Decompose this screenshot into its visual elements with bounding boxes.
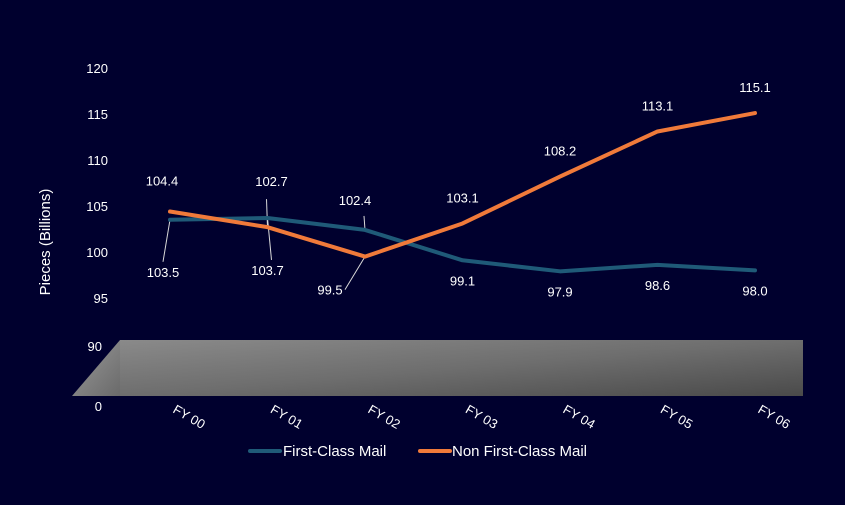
- label-leader-line: [267, 217, 272, 261]
- data-label: 99.5: [317, 283, 342, 298]
- y-tick-label: 120: [86, 61, 108, 76]
- data-label: 113.1: [642, 98, 674, 113]
- legend: First-Class Mail Non First-Class Mail: [248, 443, 587, 460]
- data-label: 98.6: [645, 278, 670, 293]
- x-axis-ticks: FY 00 FY 01 FY 02 FY 03 FY 04 FY 05 FY 06: [171, 402, 793, 432]
- x-tick-label: FY 06: [756, 402, 793, 432]
- legend-label: Non First-Class Mail: [452, 443, 587, 460]
- y-break-tick-label: 90: [88, 339, 102, 354]
- x-tick-label: FY 02: [366, 402, 403, 432]
- x-tick-label: FY 04: [561, 402, 598, 432]
- data-label: 97.9: [547, 284, 572, 299]
- legend-label: First-Class Mail: [283, 443, 386, 460]
- data-label: 104.4: [146, 174, 179, 189]
- label-leader-line: [162, 219, 171, 262]
- y-axis-ticks: 95 100 105 110 115 120: [86, 61, 108, 306]
- floor-panel: [120, 340, 803, 396]
- data-label: 108.2: [544, 144, 577, 159]
- data-label: 102.4: [339, 193, 372, 208]
- y-tick-label: 115: [87, 107, 108, 122]
- y-tick-label: 110: [87, 153, 108, 168]
- data-label: 115.1: [739, 80, 771, 95]
- y-axis-label: Pieces (Billions): [37, 189, 54, 296]
- label-leader-lines: [162, 199, 366, 290]
- label-leader-line: [266, 199, 268, 228]
- data-label: 103.7: [251, 263, 284, 278]
- x-tick-label: FY 01: [268, 402, 305, 432]
- series-line-0: [168, 215, 757, 274]
- y-tick-label: 105: [86, 199, 108, 214]
- data-labels: 103.5 103.7 102.4 99.1 97.9 98.6 98.0 104.4 102.…: [146, 80, 771, 299]
- x-tick-label: FY 00: [171, 402, 208, 432]
- data-label: 103.1: [446, 190, 479, 205]
- x-tick-label: FY 05: [658, 402, 695, 432]
- label-leader-line: [344, 256, 366, 290]
- y-tick-label: 95: [94, 291, 108, 306]
- data-label: 98.0: [742, 283, 767, 298]
- label-leader-line: [363, 215, 366, 230]
- axis-break-floor: [72, 340, 803, 396]
- x-tick-label: FY 03: [463, 402, 500, 432]
- data-label: 99.1: [450, 273, 475, 288]
- y-axis-break-ticks: 0 90: [88, 339, 102, 414]
- y-tick-label: 100: [86, 245, 108, 260]
- data-label: 102.7: [255, 174, 288, 189]
- series-line-1: [168, 111, 757, 259]
- data-label: 103.5: [147, 265, 180, 280]
- y-break-tick-label: 0: [95, 399, 102, 414]
- series-lines: [168, 111, 757, 274]
- floor-side-wedge: [72, 340, 120, 396]
